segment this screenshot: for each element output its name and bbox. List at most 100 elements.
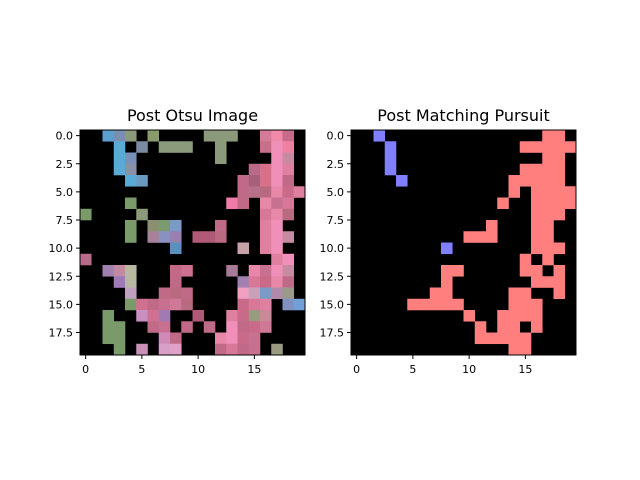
- x-tick-label: 5: [409, 363, 416, 376]
- heatmap-cell: [293, 186, 306, 198]
- y-tick-label: 12.5: [320, 270, 345, 283]
- heatmap-cell: [508, 175, 521, 187]
- heatmap-cell: [147, 298, 160, 311]
- heatmap-cell: [384, 152, 397, 165]
- heatmap-cell: [260, 231, 272, 243]
- x-tick-label: 10: [462, 363, 476, 376]
- heatmap-cell: [282, 287, 295, 300]
- heatmap-cell: [237, 343, 250, 356]
- heatmap-cell: [248, 163, 261, 176]
- heatmap-cell: [260, 321, 272, 333]
- heatmap-cell: [474, 231, 487, 243]
- heatmap-cell: [125, 265, 137, 277]
- heatmap-cell: [531, 197, 543, 210]
- heatmap-cell: [113, 130, 126, 142]
- heatmap-cell: [248, 310, 261, 322]
- heatmap-cell: [474, 321, 487, 333]
- heatmap-cell: [237, 298, 250, 311]
- heatmap-cell: [508, 321, 521, 333]
- heatmap-cell: [486, 220, 498, 232]
- heatmap-cell: [519, 310, 532, 322]
- heatmap-cell: [531, 208, 543, 221]
- heatmap-cell: [497, 332, 509, 345]
- heatmap-cell: [158, 321, 171, 333]
- heatmap-cell: [531, 175, 543, 187]
- heatmap-cell: [170, 242, 182, 255]
- heatmap-cell: [125, 276, 137, 288]
- heatmap-cell: [542, 163, 554, 176]
- chart-title: Post Matching Pursuit: [377, 106, 550, 125]
- heatmap-cell: [441, 276, 453, 288]
- heatmap-cell: [271, 287, 283, 300]
- heatmap-cell: [125, 287, 137, 300]
- heatmap-cell: [181, 287, 193, 300]
- heatmap-cell: [282, 253, 295, 266]
- heatmap-cell: [80, 208, 92, 221]
- heatmap-cell: [203, 130, 216, 142]
- heatmap-cell: [260, 310, 272, 322]
- heatmap-cell: [271, 242, 283, 255]
- heatmap-cell: [497, 197, 509, 210]
- heatmap-cell: [215, 343, 227, 356]
- heatmap-cell: [531, 231, 543, 243]
- heatmap-cell: [170, 332, 182, 345]
- heatmap-cells: [80, 130, 306, 356]
- heatmap-cell: [260, 265, 272, 277]
- panel-post-matching-pursuit: Post Matching Pursuit 0 5 10 15 0.0 2.5 5.0 7.…: [320, 106, 577, 376]
- heatmap-cell: [542, 141, 554, 153]
- heatmap-cell: [237, 310, 250, 322]
- heatmap-cell: [158, 287, 171, 300]
- y-tick-label: 15.0: [49, 298, 74, 311]
- heatmap-cell: [486, 332, 498, 345]
- plot-frame: [350, 129, 577, 356]
- heatmap-cell: [542, 130, 554, 142]
- heatmap-cell: [407, 298, 419, 311]
- heatmap-cell: [542, 152, 554, 165]
- heatmap-cell: [441, 287, 453, 300]
- heatmap-cell: [553, 208, 566, 221]
- heatmap-cell: [113, 332, 126, 345]
- heatmap-cell: [508, 343, 521, 356]
- heatmap-cell: [553, 152, 566, 165]
- heatmap-cell: [553, 130, 566, 142]
- heatmap-cell: [553, 186, 566, 198]
- heatmap-cell: [125, 152, 137, 165]
- heatmap-cell: [282, 208, 295, 221]
- heatmap-cell: [542, 220, 554, 232]
- heatmap-cell: [226, 265, 238, 277]
- y-tick-label: 10.0: [320, 242, 345, 255]
- y-tick-label: 5.0: [56, 186, 74, 199]
- heatmap-cell: [260, 276, 272, 288]
- heatmap-cell: [542, 253, 554, 266]
- heatmap-cell: [271, 253, 283, 266]
- heatmap-cell: [136, 343, 148, 356]
- heatmap-cell: [564, 186, 577, 198]
- heatmap-cell: [531, 310, 543, 322]
- heatmap-cell: [553, 141, 566, 153]
- heatmap-cell: [497, 310, 509, 322]
- y-axis: 0.0 2.5 5.0 7.5 10.0 12.5 15.0 17.5: [49, 130, 80, 340]
- heatmap-cell: [158, 220, 171, 232]
- heatmap-cell: [147, 220, 160, 232]
- heatmap-cell: [553, 242, 566, 255]
- heatmap-cell: [260, 242, 272, 255]
- heatmap-cell: [237, 321, 250, 333]
- heatmap-cell: [519, 332, 532, 345]
- heatmap-cell: [125, 175, 137, 187]
- heatmap-cell: [226, 197, 238, 210]
- heatmap-cell: [136, 310, 148, 322]
- heatmap-cell: [508, 287, 521, 300]
- heatmap-cell: [226, 343, 238, 356]
- heatmap-cell: [271, 163, 283, 176]
- heatmap-cell: [260, 220, 272, 232]
- heatmap-cell: [271, 265, 283, 277]
- heatmap-cell: [508, 332, 521, 345]
- heatmap-cell: [147, 231, 160, 243]
- heatmap-cell: [271, 175, 283, 187]
- heatmap-cell: [260, 208, 272, 221]
- heatmap-cell: [260, 298, 272, 311]
- heatmap-cell: [564, 141, 577, 153]
- y-tick-label: 7.5: [327, 214, 345, 227]
- y-tick-label: 0.0: [327, 130, 345, 143]
- heatmap-cell: [237, 276, 250, 288]
